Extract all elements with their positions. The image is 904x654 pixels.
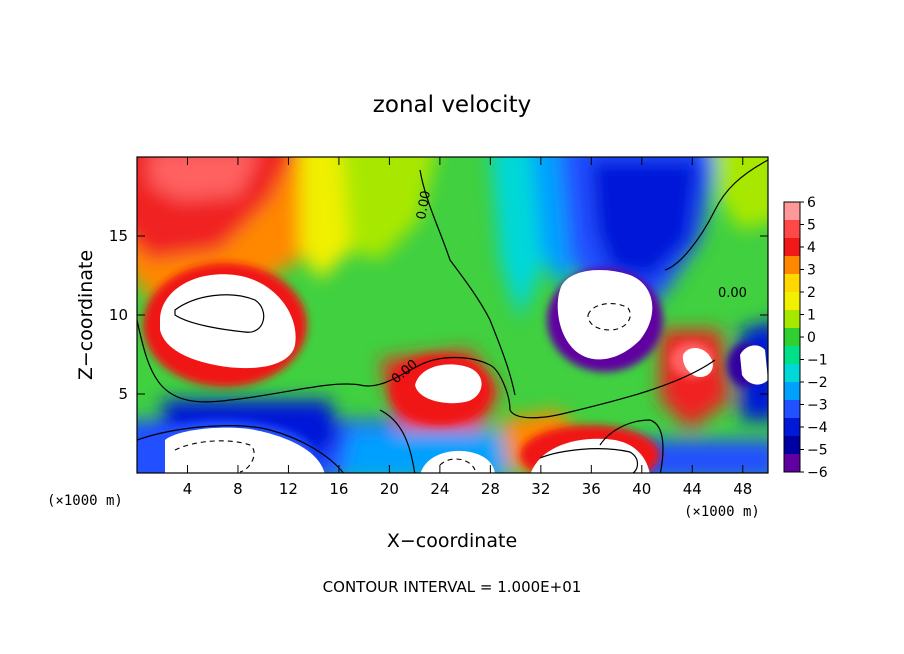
y-axis-label: Z−coordinate — [75, 250, 97, 380]
chart-title: zonal velocity — [373, 92, 531, 118]
colorbar-segment — [784, 220, 800, 239]
colorbar-segment — [784, 454, 800, 473]
colorbar-segment — [784, 256, 800, 275]
colorbar-segment — [784, 418, 800, 437]
x-tick-label: 20 — [380, 480, 399, 498]
colorbar-segment — [784, 364, 800, 383]
x-tick-label: 48 — [733, 480, 752, 498]
colorbar-segment — [784, 346, 800, 365]
x-tick-label: 12 — [279, 480, 298, 498]
y-tick-label: 10 — [109, 306, 128, 324]
colorbar-tick-label: −5 — [807, 443, 828, 459]
colorbar-segment — [784, 310, 800, 329]
x-tick-label: 32 — [531, 480, 550, 498]
colorbar-segment — [784, 400, 800, 419]
colorbar-segment — [784, 436, 800, 455]
x-tick-label: 8 — [233, 480, 243, 498]
colorbar-segment — [784, 292, 800, 311]
colorbar-tick-label: −2 — [807, 375, 828, 391]
saturated-region — [160, 274, 296, 369]
colorbar-tick-label: 6 — [807, 195, 816, 211]
x-unit-right: (×1000 m) — [684, 504, 760, 520]
saturated-region — [682, 348, 713, 378]
colorbar-tick-label: 2 — [807, 285, 816, 301]
saturated-region — [415, 364, 482, 404]
colorbar-segment — [784, 202, 800, 221]
x-tick-label: 36 — [582, 480, 601, 498]
saturated-region — [740, 345, 768, 385]
colorbar-tick-label: −6 — [807, 465, 828, 481]
saturated-region — [530, 438, 650, 473]
colorbar: 6 5 4 3 2 1 0 −1 −2 −3 −4 −5 −6 — [783, 195, 828, 481]
saturated-region — [165, 427, 325, 473]
y-tick-label: 5 — [118, 385, 128, 403]
x-tick-label: 16 — [329, 480, 348, 498]
negative-contour-lines — [174, 302, 631, 473]
saturated-region — [557, 270, 653, 360]
colorbar-segment — [784, 274, 800, 293]
colorbar-segment — [784, 238, 800, 257]
x-unit-left: (×1000 m) — [47, 493, 123, 509]
x-tick-label: 4 — [183, 480, 193, 498]
colorbar-tick-label: 0 — [807, 330, 816, 346]
contour-lines — [137, 159, 768, 473]
saturated-region — [420, 450, 495, 473]
colorbar-tick-label: 4 — [807, 240, 816, 256]
y-axis: 5 10 15 — [109, 227, 768, 403]
y-tick-label: 15 — [109, 227, 128, 245]
contour-interval-note: CONTOUR INTERVAL = 1.000E+01 — [323, 578, 582, 596]
x-axis: 4 8 12 16 20 24 28 32 36 40 44 48 — [183, 157, 752, 498]
x-tick-label: 24 — [430, 480, 449, 498]
x-axis-label: X−coordinate — [387, 530, 517, 552]
colorbar-tick-label: 1 — [807, 308, 816, 324]
x-tick-label: 40 — [632, 480, 651, 498]
colorbar-tick-label: −1 — [807, 353, 828, 369]
x-tick-label: 44 — [683, 480, 702, 498]
x-tick-label: 28 — [481, 480, 500, 498]
colorbar-tick-label: −3 — [807, 398, 828, 414]
colorbar-tick-label: −4 — [807, 420, 828, 436]
heatmap-field — [137, 157, 768, 473]
colorbar-tick-label: 5 — [807, 218, 816, 234]
contour-label: 0.00 — [718, 286, 747, 301]
colorbar-segment — [784, 328, 800, 347]
contour-label: 0.00 — [414, 190, 434, 221]
colorbar-segment — [784, 382, 800, 401]
colorbar-tick-label: 3 — [807, 263, 816, 279]
